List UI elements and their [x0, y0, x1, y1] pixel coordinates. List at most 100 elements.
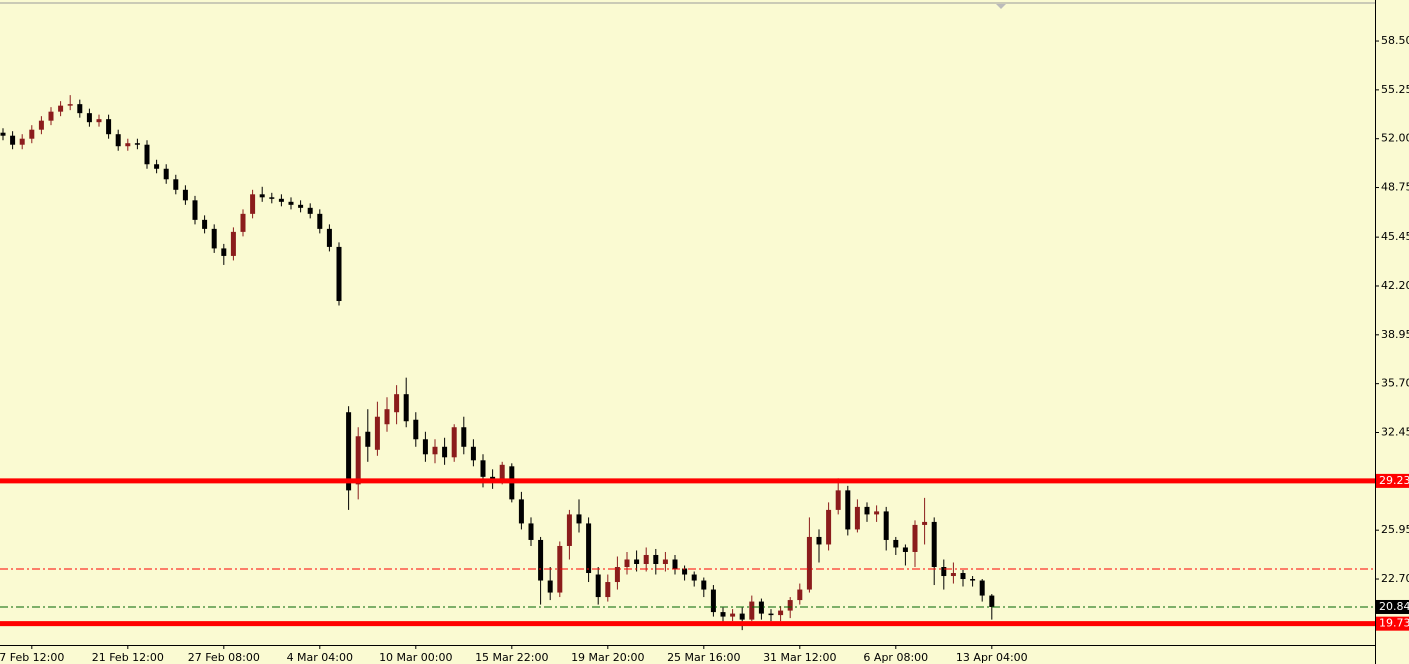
candle-body — [662, 559, 668, 564]
candle-body — [682, 568, 688, 575]
candle-body — [298, 204, 304, 208]
y-tick-label: 48.75 — [1381, 181, 1409, 194]
candle-body — [48, 111, 54, 121]
candle-body — [643, 554, 649, 564]
x-tick-label: 31 Mar 12:00 — [763, 651, 836, 664]
candle-body — [874, 511, 880, 515]
candle-body — [528, 523, 534, 540]
candle-body — [240, 213, 246, 232]
candle-body — [557, 545, 563, 593]
candle-body — [250, 194, 256, 214]
candle-body — [720, 612, 726, 617]
candle-body — [221, 248, 227, 256]
candle-body — [163, 168, 169, 180]
candle-body — [538, 539, 544, 581]
candle-body — [394, 394, 400, 413]
level-tag — [1376, 616, 1409, 631]
candle-body — [595, 574, 601, 598]
y-tick-label: 32.45 — [1381, 426, 1409, 439]
candle-body — [893, 539, 899, 548]
candle-body — [19, 138, 25, 145]
candle-body — [499, 464, 505, 482]
candle-body — [797, 589, 803, 601]
x-tick-label: 7 Feb 12:00 — [0, 651, 64, 664]
candle-body — [931, 521, 937, 568]
candle-body — [864, 506, 870, 515]
candle-body — [192, 200, 198, 220]
candle-body — [768, 613, 774, 616]
candle-body — [912, 524, 918, 552]
candle-body — [442, 446, 448, 458]
candle-body — [566, 514, 572, 546]
y-tick-label: 25.95 — [1381, 523, 1409, 536]
candle-body — [730, 613, 736, 617]
candle-body — [77, 104, 83, 114]
x-tick-label: 27 Feb 08:00 — [188, 651, 260, 664]
level-label: 19.73 — [1379, 617, 1409, 630]
x-tick-label: 6 Apr 08:00 — [863, 651, 928, 664]
scroll-marker — [996, 4, 1006, 9]
candle-body — [547, 580, 553, 593]
candle-body — [941, 567, 947, 577]
candle-body — [0, 132, 6, 136]
candle-body — [346, 412, 352, 491]
candle-body — [758, 601, 764, 614]
candle-body — [317, 213, 323, 229]
candle-body — [576, 514, 582, 524]
candle-body — [778, 610, 784, 616]
candle-body — [653, 554, 659, 564]
candle-body — [374, 416, 380, 450]
candle-body — [451, 427, 457, 458]
candle-body — [816, 536, 822, 545]
x-tick-label: 21 Feb 12:00 — [92, 651, 164, 664]
candle-body — [230, 231, 236, 256]
candle-body — [970, 579, 976, 581]
level-tag — [1376, 599, 1409, 614]
candle-body — [125, 143, 131, 147]
candle-body — [38, 120, 44, 130]
candle-body — [269, 197, 275, 199]
candle-body — [624, 559, 630, 568]
candle-body — [307, 207, 313, 214]
candle-body — [29, 129, 35, 139]
candle-body — [154, 164, 160, 169]
candle-body — [67, 104, 73, 106]
candle-body — [384, 409, 390, 425]
candle-body — [739, 613, 745, 620]
candle-body — [86, 113, 92, 123]
candle-body — [826, 509, 832, 545]
y-tick-label: 35.70 — [1381, 377, 1409, 390]
candle-body — [883, 511, 889, 540]
candle-body — [634, 559, 640, 564]
candle-body — [115, 134, 121, 147]
candle-body — [979, 580, 985, 596]
candle-body — [336, 246, 342, 302]
x-tick-label: 10 Mar 00:00 — [379, 651, 452, 664]
candle-body — [403, 394, 409, 422]
candle-body — [259, 194, 265, 198]
candle-body — [922, 521, 928, 525]
candle-body — [835, 490, 841, 510]
y-tick-label: 52.00 — [1381, 132, 1409, 145]
candle-body — [989, 595, 995, 607]
y-tick-label: 38.95 — [1381, 328, 1409, 341]
x-tick-label: 4 Mar 04:00 — [287, 651, 353, 664]
level-label: 20.84 — [1379, 600, 1409, 613]
candle-body — [432, 446, 438, 455]
candle-body — [10, 135, 16, 145]
y-tick-label: 58.50 — [1381, 34, 1409, 47]
candle-body — [960, 573, 966, 580]
candle-body — [614, 567, 620, 583]
y-tick-label: 22.70 — [1381, 572, 1409, 585]
candle-body — [461, 427, 467, 447]
candle-body — [96, 119, 102, 123]
level-tag — [1376, 473, 1409, 488]
x-tick-label: 15 Mar 22:00 — [475, 651, 548, 664]
candle-body — [787, 600, 793, 611]
candle-body — [106, 119, 112, 135]
x-tick-label: 13 Apr 04:00 — [956, 651, 1028, 664]
candle-body — [950, 573, 956, 577]
y-tick-label: 45.45 — [1381, 230, 1409, 243]
candle-body — [749, 601, 755, 620]
